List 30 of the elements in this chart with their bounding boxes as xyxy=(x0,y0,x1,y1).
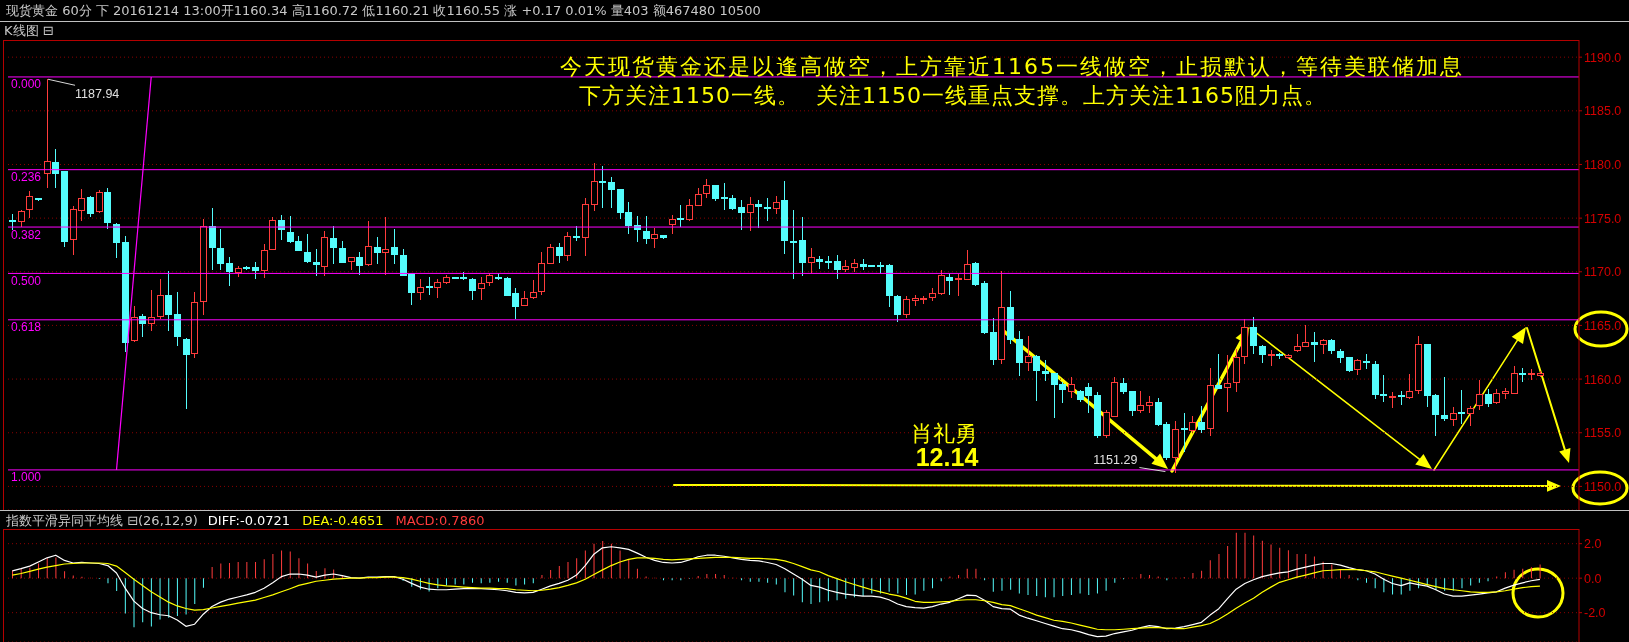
annotation: 下方关注1150一线。 关注1150一线重点支撑。上方关注1165阻力点。 xyxy=(579,83,1327,108)
y-tick-label: 1160.0 xyxy=(1584,372,1622,387)
annotation: 1187.94 xyxy=(75,87,120,102)
y-tick-label: 0.0 xyxy=(1584,571,1602,586)
ref-line-label: 0.618 xyxy=(11,320,42,335)
text: DIFF:-0.0721 xyxy=(207,513,291,528)
y-tick-label: 1185.0 xyxy=(1584,104,1622,119)
ref-line-label: 0.500 xyxy=(11,273,42,288)
text: DEA:-0.4651 xyxy=(302,513,384,528)
chart-subtitle: K线图 ⊟ xyxy=(4,23,54,39)
y-tick-label: 1170.0 xyxy=(1584,265,1622,280)
chart-title: 指数平滑异同平均线 ⊟(26,12,9) xyxy=(6,513,198,528)
ref-line-label: 0.382 xyxy=(11,227,42,242)
chart-title: 现货黄金 60分 下 20161214 13:00开1160.34 高1160.72 低1160.21 收1160.55 涨 +0.17 0.01% 量403 额467480 10500 xyxy=(6,3,761,18)
ref-line-label: 0.236 xyxy=(11,170,42,185)
y-tick-label: 1155.0 xyxy=(1584,426,1622,441)
text: MACD:0.7860 xyxy=(395,513,485,528)
y-tick-label: -2.0 xyxy=(1584,606,1606,621)
ref-line-label: 1.000 xyxy=(11,470,42,485)
y-tick-label: 2.0 xyxy=(1584,537,1602,552)
y-tick-label: 1180.0 xyxy=(1584,157,1622,172)
y-tick-label: 1190.0 xyxy=(1584,50,1622,65)
annotation: 肖礼勇 xyxy=(911,421,977,446)
ref-line-label: 0.000 xyxy=(11,77,42,92)
y-tick-label: 1175.0 xyxy=(1584,211,1622,226)
y-tick-label: 1165.0 xyxy=(1584,318,1622,333)
annotation: 1151.29 xyxy=(1093,452,1138,467)
annotation: 今天现货黄金还是以逢高做空，上方靠近1165一线做空，止损默认，等待美联储加息 xyxy=(560,54,1464,79)
annotation: 12.14 xyxy=(915,443,979,471)
y-tick-label: 1150.0 xyxy=(1584,479,1622,494)
